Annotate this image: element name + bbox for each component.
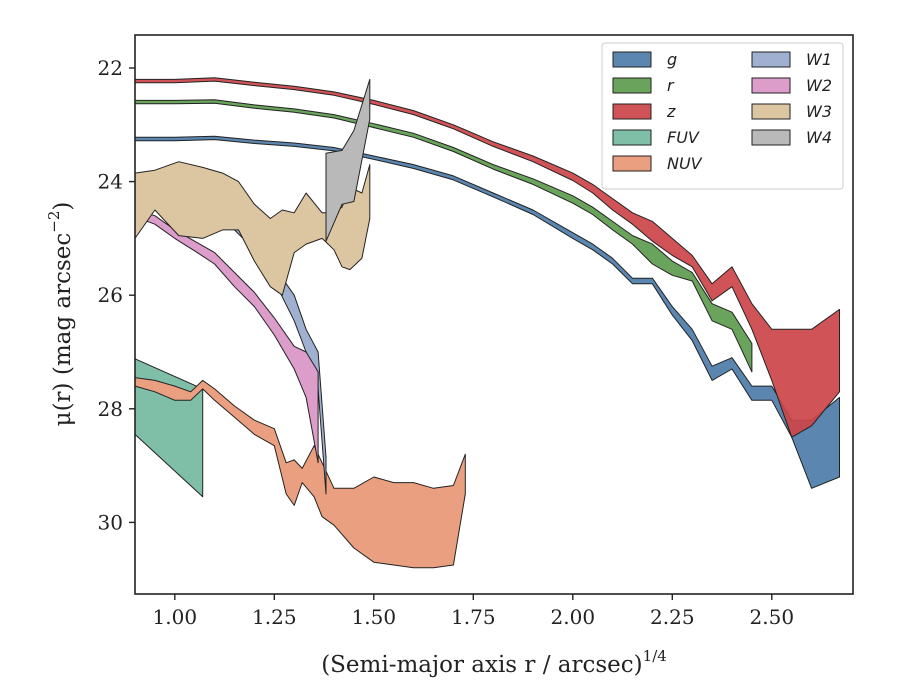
band-w4 (325, 78, 371, 242)
x-tick-label: 2.00 (551, 605, 596, 629)
band-w3 (134, 161, 371, 296)
x-axis-label: (Semi-major axis r / arcsec)1/4 (321, 647, 667, 678)
x-axis-label-exponent: 1/4 (643, 647, 667, 665)
legend-label-w3: W3 (806, 102, 832, 121)
legend-swatch-w1 (751, 51, 791, 68)
band-z (134, 77, 840, 438)
legend-swatch-fuv (612, 129, 652, 146)
y-axis-label: μ(r) (mag arcsec−2) (45, 202, 76, 427)
legend-swatch-r (612, 77, 652, 94)
legend-label-w4: W4 (806, 128, 832, 147)
legend-label-w2: W2 (806, 76, 832, 95)
x-tick-label: 2.25 (650, 605, 695, 629)
legend-swatch-w3 (751, 103, 791, 120)
band-r (134, 99, 753, 373)
y-axis-label-close: ) (50, 202, 76, 211)
x-tick-label: 1.00 (153, 605, 198, 629)
x-tick-label: 1.25 (252, 605, 297, 629)
y-tick-label: 28 (98, 397, 123, 421)
legend-swatch-w4 (751, 129, 791, 146)
band-g (134, 135, 840, 489)
legend-label-nuv: NUV (667, 154, 703, 173)
legend-label-fuv: FUV (667, 128, 700, 147)
legend: grz FUV NUV W1 W2 W3 W4 (601, 42, 844, 190)
legend-swatch-w2 (751, 77, 791, 94)
y-tick-label: 22 (98, 56, 123, 80)
y-tick-label: 24 (98, 170, 123, 194)
legend-label-z: z (666, 102, 676, 121)
plot-frame (134, 34, 854, 595)
y-axis-label-exponent: −2 (45, 211, 63, 233)
x-tick-label: 1.50 (352, 605, 397, 629)
band-nuv (134, 377, 466, 569)
x-tick-label: 1.75 (451, 605, 496, 629)
legend-label-r: r (667, 76, 675, 95)
y-tick-label: 26 (98, 283, 123, 307)
x-axis-label-text: (Semi-major axis r / arcsec) (321, 652, 642, 678)
legend-label-w1: W1 (806, 50, 832, 69)
legend-swatch-z (612, 103, 652, 120)
legend-swatch-g (612, 51, 652, 68)
y-axis-label-text: μ(r) (mag arcsec (50, 233, 76, 427)
x-axis: 1.00 1.25 1.50 1.75 2.00 2.25 2.50 (153, 594, 795, 629)
x-tick-label: 2.50 (750, 605, 795, 629)
legend-label-g: g (667, 50, 677, 69)
y-tick-label: 30 (98, 510, 123, 534)
legend-swatch-nuv (612, 155, 652, 172)
band-w2 (134, 209, 319, 464)
legend-items: grz FUV NUV W1 W2 W3 W4 (612, 50, 832, 173)
y-axis: 22 24 26 28 30 (98, 56, 135, 534)
series-bands (134, 77, 840, 569)
